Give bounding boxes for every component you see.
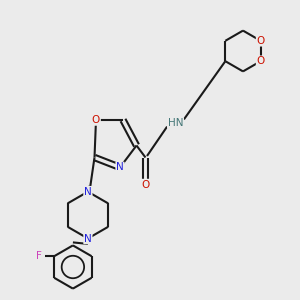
Text: N: N — [84, 233, 92, 244]
Text: O: O — [92, 115, 100, 125]
Text: HN: HN — [168, 118, 183, 128]
Text: F: F — [36, 251, 41, 261]
Text: O: O — [141, 179, 150, 190]
Text: O: O — [256, 56, 265, 66]
Text: N: N — [116, 162, 124, 172]
Text: N: N — [84, 187, 92, 197]
Text: O: O — [256, 36, 265, 46]
